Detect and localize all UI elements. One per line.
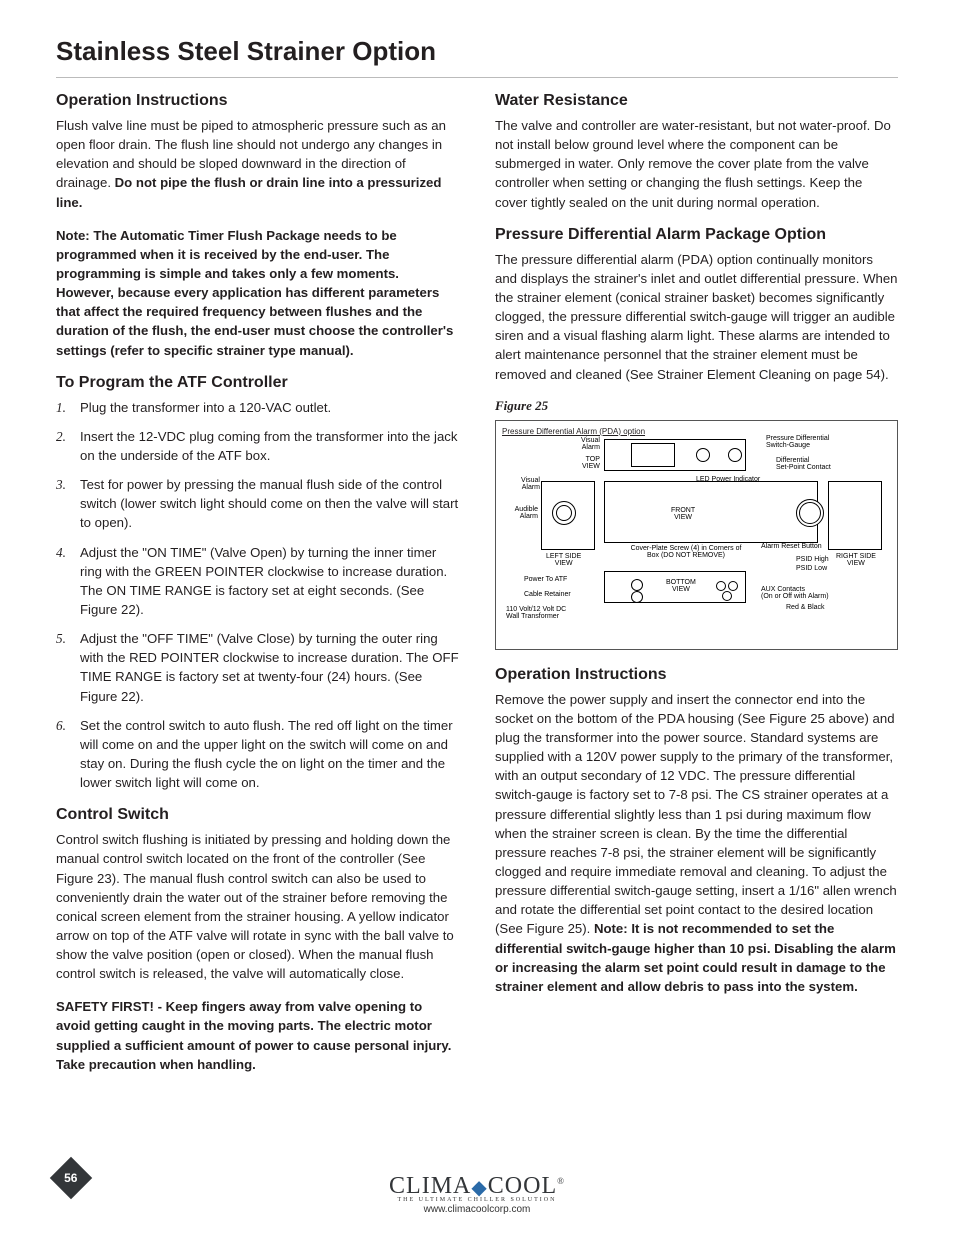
- fig-label: PSID High: [796, 556, 829, 563]
- logo-tagline: THE ULTIMATE CHILLER SOLUTION: [389, 1197, 565, 1203]
- fig-label: Cable Retainer: [524, 591, 571, 598]
- list-item: 6.Set the control switch to auto flush. …: [56, 716, 459, 793]
- fig-label: Cover-Plate Screw (4) in Corners ofBox (…: [626, 545, 746, 560]
- fig-label: BOTTOMVIEW: [666, 579, 696, 594]
- list-text: Insert the 12-VDC plug coming from the t…: [80, 427, 459, 465]
- fig-label: AudibleAlarm: [506, 506, 538, 521]
- list-item: 4.Adjust the "ON TIME" (Valve Open) by t…: [56, 543, 459, 620]
- heading-water-resistance: Water Resistance: [495, 92, 898, 110]
- fig-label: Alarm Reset Button: [761, 543, 822, 550]
- heading-pda-option: Pressure Differential Alarm Package Opti…: [495, 226, 898, 244]
- logo-drop-icon: ◆: [471, 1177, 487, 1199]
- fig-front-view-box: [604, 481, 818, 543]
- fig-label: AUX Contacts(On or Off with Alarm): [761, 586, 851, 601]
- fig-label: RIGHT SIDEVIEW: [836, 553, 876, 568]
- footer-logo: CLIMA◆COOL® THE ULTIMATE CHILLER SOLUTIO…: [389, 1173, 565, 1215]
- list-number: 3.: [56, 475, 80, 532]
- fig-label: FRONTVIEW: [671, 507, 695, 522]
- list-text: Adjust the "ON TIME" (Valve Open) by tur…: [80, 543, 459, 620]
- fig-bottom-port4: [728, 581, 738, 591]
- fig-bottom-port5: [722, 591, 732, 601]
- fig-top-gauge: [631, 443, 675, 467]
- list-text: Plug the transformer into a 120-VAC outl…: [80, 398, 459, 417]
- list-number: 5.: [56, 629, 80, 706]
- logo-text: CLIMA◆COOL®: [389, 1173, 565, 1200]
- fig-label: DifferentialSet-Point Contact: [776, 457, 846, 472]
- text-bold: Do not pipe the flush or drain line into…: [56, 175, 441, 209]
- logo-part-2: COOL: [488, 1173, 557, 1199]
- paragraph-note: Note: The Automatic Timer Flush Package …: [56, 226, 459, 360]
- fig-bottom-port1: [631, 579, 643, 591]
- figure-25: Pressure Differential Alarm (PDA) option: [495, 420, 898, 650]
- fig-front-gauge-inner: [799, 502, 821, 524]
- list-text: Adjust the "OFF TIME" (Valve Close) by t…: [80, 629, 459, 706]
- text: Remove the power supply and insert the c…: [495, 692, 897, 937]
- right-column: Water Resistance The valve and controlle…: [495, 92, 898, 1088]
- paragraph-safety: SAFETY FIRST! - Keep fingers away from v…: [56, 997, 459, 1074]
- list-number: 2.: [56, 427, 80, 465]
- logo-reg: ®: [557, 1176, 565, 1186]
- paragraph: Remove the power supply and insert the c…: [495, 690, 898, 996]
- logo-part-1: CLIMA: [389, 1173, 471, 1199]
- fig-label: LEFT SIDEVIEW: [546, 553, 581, 568]
- fig-bottom-port2: [631, 591, 643, 603]
- fig-label: Power To ATF: [524, 576, 567, 583]
- paragraph: The valve and controller are water-resis…: [495, 116, 898, 212]
- paragraph: Flush valve line must be piped to atmosp…: [56, 116, 459, 212]
- heading-program-atf: To Program the ATF Controller: [56, 374, 459, 392]
- content-columns: Operation Instructions Flush valve line …: [56, 92, 898, 1088]
- horizontal-rule: [56, 77, 898, 78]
- list-item: 3.Test for power by pressing the manual …: [56, 475, 459, 532]
- fig-top-view-box: [604, 439, 746, 471]
- list-item: 2.Insert the 12-VDC plug coming from the…: [56, 427, 459, 465]
- fig-label: PSID Low: [796, 565, 827, 572]
- fig-label: TOPVIEW: [582, 456, 600, 471]
- fig-top-knob2: [728, 448, 742, 462]
- list-item: 5.Adjust the "OFF TIME" (Valve Close) by…: [56, 629, 459, 706]
- list-text: Set the control switch to auto flush. Th…: [80, 716, 459, 793]
- fig-label: 110 Volt/12 Volt DCWall Transformer: [506, 606, 576, 621]
- fig-left-side-mount: [541, 541, 595, 550]
- list-text: Test for power by pressing the manual fl…: [80, 475, 459, 532]
- paragraph: Control switch flushing is initiated by …: [56, 830, 459, 983]
- paragraph: The pressure differential alarm (PDA) op…: [495, 250, 898, 384]
- list-number: 4.: [56, 543, 80, 620]
- heading-operation-instructions: Operation Instructions: [56, 92, 459, 110]
- list-number: 6.: [56, 716, 80, 793]
- fig-right-side-box: [828, 481, 882, 543]
- ordered-list: 1.Plug the transformer into a 120-VAC ou…: [56, 398, 459, 793]
- fig-audible-speaker2: [556, 505, 572, 521]
- fig-bottom-port3: [716, 581, 726, 591]
- fig-label: VisualAlarm: [574, 437, 600, 452]
- page-title: Stainless Steel Strainer Option: [56, 36, 898, 67]
- list-item: 1.Plug the transformer into a 120-VAC ou…: [56, 398, 459, 417]
- left-column: Operation Instructions Flush valve line …: [56, 92, 459, 1088]
- heading-operation-instructions-2: Operation Instructions: [495, 666, 898, 684]
- list-number: 1.: [56, 398, 80, 417]
- footer-url: www.climacoolcorp.com: [389, 1204, 565, 1215]
- fig-label: VisualAlarm: [514, 477, 540, 492]
- document-page: Stainless Steel Strainer Option Operatio…: [0, 0, 954, 1235]
- fig-label: Red & Black: [786, 604, 825, 611]
- fig-label: LED Power Indicator: [696, 476, 760, 483]
- heading-control-switch: Control Switch: [56, 806, 459, 824]
- fig-right-side-mount: [828, 541, 882, 550]
- footer: CLIMA◆COOL® THE ULTIMATE CHILLER SOLUTIO…: [0, 1173, 954, 1217]
- fig-top-knob: [696, 448, 710, 462]
- figure-caption: Figure 25: [495, 398, 898, 414]
- fig-label: Pressure DifferentialSwitch-Gauge: [766, 435, 846, 450]
